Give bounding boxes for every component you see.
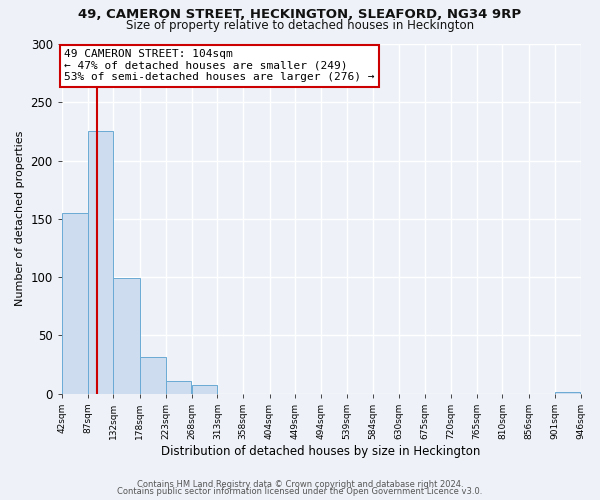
Bar	[62, 213, 88, 394]
Text: Contains HM Land Registry data © Crown copyright and database right 2024.: Contains HM Land Registry data © Crown c…	[137, 480, 463, 489]
X-axis label: Distribution of detached houses by size in Heckington: Distribution of detached houses by size …	[161, 444, 481, 458]
Bar	[140, 358, 166, 394]
Text: 49, CAMERON STREET, HECKINGTON, SLEAFORD, NG34 9RP: 49, CAMERON STREET, HECKINGTON, SLEAFORD…	[79, 8, 521, 20]
Text: Size of property relative to detached houses in Heckington: Size of property relative to detached ho…	[126, 19, 474, 32]
Bar	[113, 278, 140, 394]
Y-axis label: Number of detached properties: Number of detached properties	[15, 131, 25, 306]
Text: Contains public sector information licensed under the Open Government Licence v3: Contains public sector information licen…	[118, 487, 482, 496]
Bar	[166, 380, 191, 394]
Text: 49 CAMERON STREET: 104sqm
← 47% of detached houses are smaller (249)
53% of semi: 49 CAMERON STREET: 104sqm ← 47% of detac…	[64, 49, 375, 82]
Bar	[554, 392, 580, 394]
Bar	[88, 132, 113, 394]
Bar	[191, 386, 217, 394]
